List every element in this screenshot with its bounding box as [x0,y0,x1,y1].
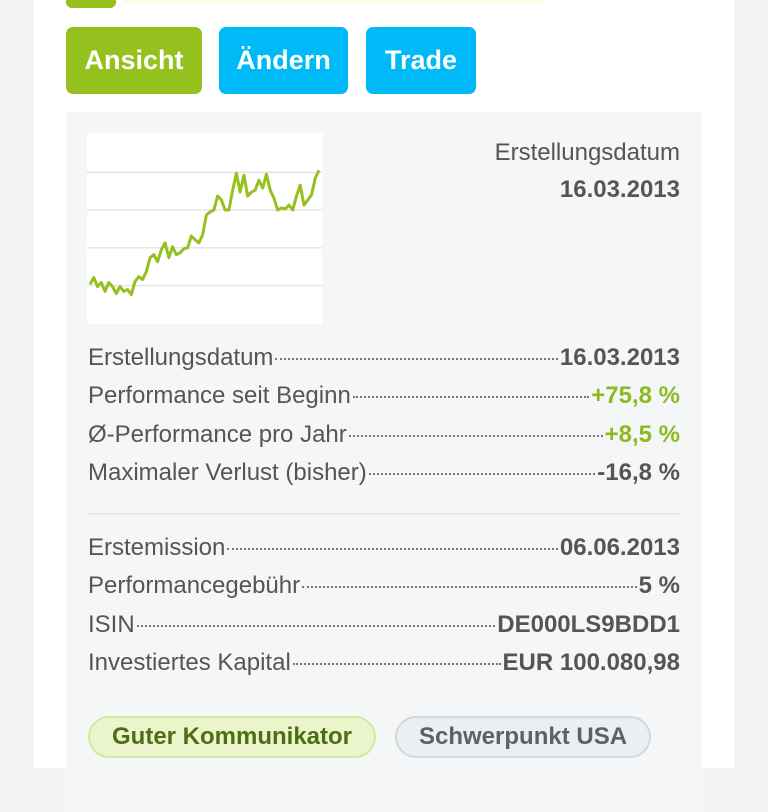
dotted-leader [136,625,496,627]
detail-row: Performancegebühr 5 % [88,572,680,606]
stat-label: Performance seit Beginn [88,382,351,409]
tag-focus-usa[interactable]: Schwerpunkt USA [395,716,652,758]
details-panel: Erstellungsdatum 16.03.2013 Erstellungsd… [66,112,702,812]
trade-button[interactable]: Trade [366,27,476,94]
stat-value: 16.03.2013 [559,344,680,371]
detail-value: EUR 100.080,98 [502,649,680,676]
top-bar [124,0,544,3]
detail-row: Investiertes Kapital EUR 100.080,98 [88,649,680,683]
detail-value: 06.06.2013 [559,534,680,561]
detail-label: Performancegebühr [88,572,301,599]
stat-label: Maximaler Verlust (bisher) [88,459,367,486]
dotted-leader [292,663,501,665]
performance-line [88,169,321,297]
dotted-leader [275,358,558,360]
detail-label: Investiertes Kapital [88,649,291,676]
detail-row: ISIN DE000LS9BDD1 [88,611,680,645]
previous-button[interactable] [66,0,116,8]
stat-label: Erstellungsdatum [88,344,274,371]
creation-date-value: 16.03.2013 [559,176,680,203]
divider [88,513,680,515]
dotted-leader [348,435,603,437]
performance-chart [87,133,322,324]
dotted-leader [302,586,637,588]
performance-sparkline [87,169,322,297]
dotted-leader [227,548,558,550]
dotted-leader [352,396,590,398]
dotted-leader [368,473,596,475]
portfolio-card: Ansicht Ändern Trade Erstellungsdatum 16… [34,0,734,812]
detail-row: Erstemission 06.06.2013 [88,534,680,568]
view-button[interactable]: Ansicht [66,27,202,94]
stat-row: Performance seit Beginn +75,8 % [88,382,680,416]
edit-button[interactable]: Ändern [219,27,348,94]
detail-value: 5 % [638,572,680,599]
stat-label: Ø-Performance pro Jahr [88,421,347,448]
stat-row: Maximaler Verlust (bisher) -16,8 % [88,459,680,493]
tag-good-communicator[interactable]: Guter Kommunikator [88,716,377,758]
stat-value: -16,8 % [597,459,680,486]
stat-row: Ø-Performance pro Jahr +8,5 % [88,421,680,455]
detail-value: DE000LS9BDD1 [497,611,680,638]
stat-value: +8,5 % [604,421,680,448]
detail-label: Erstemission [88,534,226,561]
creation-date-label: Erstellungsdatum [494,139,680,166]
stat-row: Erstellungsdatum 16.03.2013 [88,344,680,378]
stat-value: +75,8 % [591,382,680,409]
detail-label: ISIN [88,611,135,638]
